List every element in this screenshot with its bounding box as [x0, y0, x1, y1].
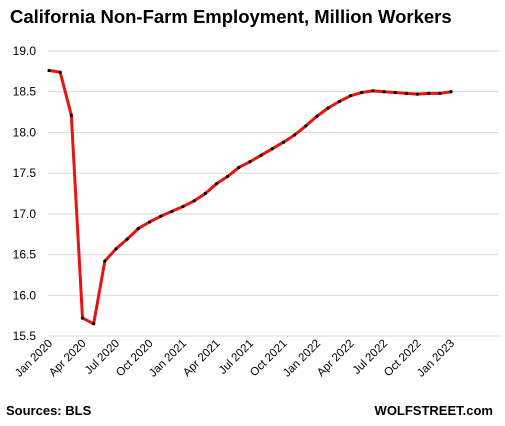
data-point: [226, 174, 230, 178]
data-point: [348, 94, 353, 98]
data-point: [192, 199, 196, 203]
data-point: [170, 209, 174, 214]
data-point: [159, 214, 163, 218]
data-point: [393, 90, 397, 95]
data-point: [281, 140, 286, 144]
data-point: [69, 113, 73, 117]
data-point: [203, 191, 207, 196]
y-tick-label: 19.0: [13, 44, 37, 58]
data-point: [293, 133, 297, 137]
chart-title: California Non-Farm Employment, Million …: [10, 6, 452, 27]
data-point: [371, 89, 375, 93]
y-tick-labels: 15.5 16.0 16.5 17.0 17.5 18.0 18.5 19.0: [13, 44, 37, 343]
x-tick-label: Jan 2023: [415, 338, 457, 380]
y-tick-label: 16.5: [13, 248, 37, 262]
data-point: [304, 124, 308, 128]
data-markers: [47, 68, 453, 326]
data-point: [449, 90, 453, 94]
y-tick-label: 17.0: [13, 207, 37, 221]
y-tick-label: 18.5: [13, 85, 37, 99]
data-point: [214, 182, 219, 186]
data-point: [427, 91, 431, 95]
data-point: [404, 91, 408, 95]
x-tick-label: Apr 2022: [315, 338, 356, 379]
x-tick-label: Apr 2021: [181, 338, 222, 379]
data-point: [382, 90, 386, 94]
data-point: [181, 204, 185, 209]
data-point: [114, 247, 118, 251]
y-tick-label: 15.5: [13, 329, 37, 343]
data-point: [326, 106, 330, 110]
data-point: [438, 91, 442, 95]
data-point: [270, 147, 274, 151]
data-point: [92, 322, 96, 326]
brand-logo-text: WOLFSTREET.com: [374, 403, 493, 418]
data-point: [47, 68, 51, 73]
data-point: [248, 160, 252, 164]
data-point: [415, 92, 420, 96]
y-tick-label: 17.5: [13, 166, 37, 180]
data-point: [237, 165, 241, 170]
gridlines: [48, 50, 499, 337]
y-tick-label: 16.0: [13, 288, 37, 302]
data-point: [337, 99, 341, 104]
data-point: [125, 237, 129, 241]
data-point: [58, 70, 62, 74]
x-tick-label: Apr 2020: [47, 338, 88, 379]
series-line: [48, 69, 452, 326]
source-note: Sources: BLS: [6, 403, 92, 418]
y-tick-label: 18.0: [13, 125, 37, 139]
data-point: [360, 90, 364, 95]
data-point: [147, 220, 152, 224]
data-point: [259, 153, 263, 157]
data-point: [80, 316, 85, 320]
data-point: [315, 114, 319, 118]
data-point: [103, 259, 107, 263]
data-point: [136, 226, 140, 231]
